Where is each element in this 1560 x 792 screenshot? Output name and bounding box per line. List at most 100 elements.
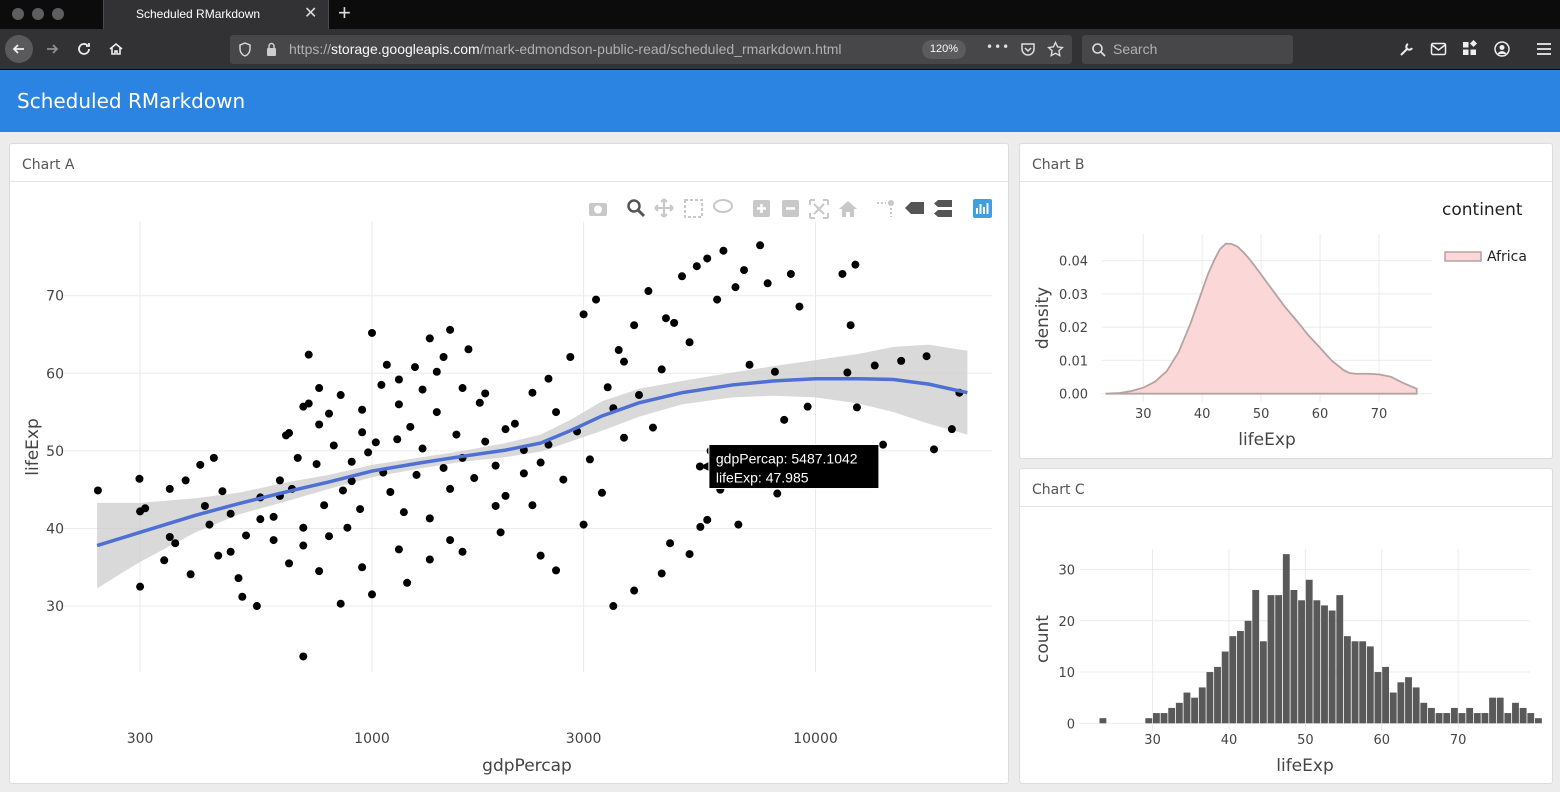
data-point[interactable] — [846, 321, 855, 330]
density-area-africa[interactable] — [1105, 242, 1418, 395]
data-point[interactable] — [336, 599, 345, 608]
data-point[interactable] — [519, 469, 528, 478]
extensions-icon[interactable] — [1461, 40, 1478, 57]
page-actions-menu[interactable]: ••• — [986, 40, 1011, 54]
histogram-bar[interactable] — [1237, 631, 1244, 724]
data-point[interactable] — [713, 295, 722, 304]
histogram-bar[interactable] — [1481, 713, 1489, 724]
data-point[interactable] — [358, 563, 367, 572]
data-point[interactable] — [851, 260, 860, 269]
data-point[interactable] — [528, 388, 537, 397]
histogram-bar[interactable] — [1405, 677, 1412, 724]
zoom-icon[interactable] — [627, 199, 646, 218]
hamburger-menu-icon[interactable] — [1536, 42, 1552, 56]
histogram-bar[interactable] — [1397, 682, 1405, 724]
histogram-bar[interactable] — [1527, 713, 1535, 724]
data-point[interactable] — [745, 360, 754, 369]
data-point[interactable] — [661, 314, 670, 323]
home-button[interactable] — [102, 35, 130, 63]
data-point[interactable] — [406, 422, 415, 431]
data-point[interactable] — [609, 602, 618, 611]
data-point[interactable] — [358, 428, 367, 437]
data-point[interactable] — [620, 433, 629, 442]
histogram-bar[interactable] — [1313, 600, 1321, 724]
data-point[interactable] — [186, 570, 195, 579]
data-point[interactable] — [657, 365, 666, 374]
chart-a-plot[interactable]: 300 1000 3000 10000 30 40 50 60 70 gdpPercap lifeE… — [10, 144, 1009, 784]
histogram-bar[interactable] — [1504, 713, 1512, 724]
reset-axes-home-icon[interactable] — [839, 201, 857, 217]
data-point[interactable] — [843, 368, 852, 377]
histogram-bar[interactable] — [1420, 702, 1428, 724]
data-point[interactable] — [136, 582, 145, 591]
data-point[interactable] — [285, 559, 294, 568]
camera-icon[interactable] — [589, 203, 607, 216]
data-point[interactable] — [371, 438, 380, 447]
data-point[interactable] — [312, 460, 321, 469]
data-point[interactable] — [496, 528, 505, 537]
data-point[interactable] — [320, 501, 329, 510]
data-point[interactable] — [343, 523, 352, 532]
zoom-out-icon[interactable] — [782, 200, 799, 217]
data-point[interactable] — [425, 514, 434, 523]
histogram-bar[interactable] — [1336, 595, 1344, 724]
data-point[interactable] — [630, 586, 639, 595]
hover-closest-icon[interactable] — [905, 202, 924, 214]
window-zoom-dot[interactable] — [52, 8, 64, 20]
tab-scheduled-rmarkdown[interactable]: Scheduled RMarkdown ✕ — [103, 0, 329, 29]
data-point[interactable] — [368, 328, 376, 337]
histogram-bar[interactable] — [1389, 692, 1397, 724]
data-point[interactable] — [418, 444, 427, 453]
data-point[interactable] — [719, 246, 728, 255]
data-point[interactable] — [269, 512, 278, 521]
histogram-bar[interactable] — [1328, 610, 1336, 724]
zoom-in-icon[interactable] — [753, 200, 770, 217]
data-point[interactable] — [692, 262, 701, 271]
histogram-bar[interactable] — [1198, 687, 1206, 724]
histogram-bar[interactable] — [1489, 697, 1496, 724]
data-point[interactable] — [315, 567, 324, 576]
data-point[interactable] — [325, 532, 334, 541]
data-point[interactable] — [432, 408, 441, 417]
data-point[interactable] — [740, 266, 749, 275]
data-point[interactable] — [852, 403, 861, 412]
histogram-bar[interactable] — [1267, 595, 1275, 724]
back-button[interactable] — [5, 35, 33, 63]
data-point[interactable] — [897, 356, 906, 365]
data-point[interactable] — [299, 541, 308, 550]
bookmark-star-icon[interactable] — [1047, 41, 1064, 58]
lock-icon[interactable] — [265, 42, 278, 57]
data-point[interactable] — [135, 474, 144, 483]
url-text[interactable]: https://storage.googleapis.com/mark-edmo… — [289, 41, 842, 57]
histogram-bar[interactable] — [1252, 590, 1260, 724]
data-point[interactable] — [630, 321, 639, 330]
data-point[interactable] — [552, 566, 561, 575]
histogram-bar[interactable] — [1191, 697, 1199, 724]
histogram-bar[interactable] — [1443, 713, 1451, 724]
data-point[interactable] — [209, 453, 218, 462]
data-point[interactable] — [481, 389, 490, 398]
data-point[interactable] — [464, 345, 473, 354]
search-input[interactable]: Search — [1082, 35, 1293, 64]
window-close-dot[interactable] — [12, 8, 24, 20]
pan-icon[interactable] — [654, 198, 674, 218]
data-point[interactable] — [544, 374, 553, 383]
data-point[interactable] — [347, 477, 356, 486]
data-point[interactable] — [165, 484, 174, 493]
histogram-bar[interactable] — [1458, 713, 1466, 724]
histogram-bar[interactable] — [1244, 620, 1252, 724]
data-point[interactable] — [452, 430, 461, 439]
data-point[interactable] — [592, 295, 601, 304]
data-point[interactable] — [299, 652, 308, 661]
data-point[interactable] — [947, 425, 956, 434]
data-point[interactable] — [242, 531, 251, 540]
data-point[interactable] — [282, 431, 291, 440]
pocket-icon[interactable] — [1020, 42, 1036, 57]
data-point[interactable] — [603, 383, 612, 392]
histogram-bar[interactable] — [1183, 692, 1191, 724]
histogram-bar[interactable] — [1145, 718, 1153, 724]
histogram-bar[interactable] — [1473, 713, 1481, 724]
data-point[interactable] — [670, 318, 679, 327]
data-point[interactable] — [356, 505, 365, 514]
data-point[interactable] — [304, 399, 313, 408]
